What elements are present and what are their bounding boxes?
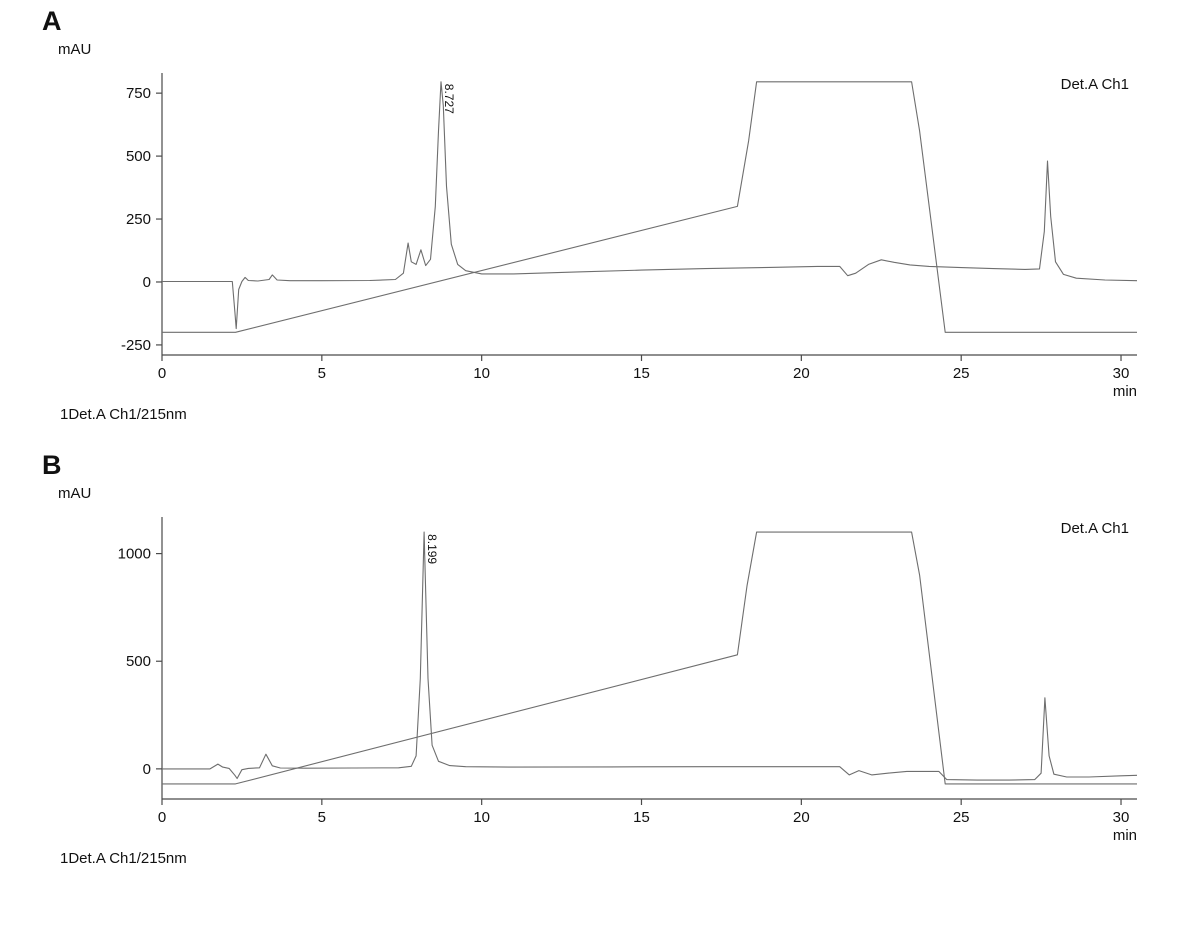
panel-b: B mAU 1000 500 0 0 5 10 15 20 25 30 min 8.199 Det.A … bbox=[42, 450, 1200, 868]
y-tick-label: 750 bbox=[126, 85, 151, 102]
series-gradient-program bbox=[162, 531, 1137, 785]
x-tick-label: 30 bbox=[1113, 365, 1130, 382]
y-tick-label: 250 bbox=[126, 211, 151, 228]
x-tick-label: 15 bbox=[633, 809, 650, 826]
legend-label: Det.A Ch1 bbox=[1061, 520, 1129, 537]
x-tick-label: 20 bbox=[793, 809, 810, 826]
x-tick-label: 5 bbox=[318, 365, 326, 382]
y-tick-label: 0 bbox=[143, 761, 151, 778]
y-tick-label: 1000 bbox=[118, 546, 151, 563]
y-tick-label: 0 bbox=[143, 274, 151, 291]
x-tick-label: 5 bbox=[318, 809, 326, 826]
panel-a: A mAU 750 500 250 0 -250 0 5 10 15 20 25 30 min 8.727… bbox=[42, 6, 1200, 424]
x-tick-label: 25 bbox=[953, 809, 970, 826]
peak-retention-label: 8.727 bbox=[442, 84, 456, 114]
legend-label: Det.A Ch1 bbox=[1061, 76, 1129, 93]
channel-label-b: 1Det.A Ch1/215nm bbox=[60, 850, 187, 867]
panel-b-letter: B bbox=[42, 450, 62, 480]
chromatogram-report: A mAU 750 500 250 0 -250 0 5 10 15 20 25 30 min 8.727… bbox=[42, 6, 1200, 868]
peak-retention-label: 8.199 bbox=[425, 534, 439, 564]
x-axis-unit: min bbox=[1113, 827, 1137, 843]
channel-label-a: 1Det.A Ch1/215nm bbox=[60, 406, 187, 423]
series-detector-signal bbox=[162, 81, 1138, 330]
series-detector-signal bbox=[162, 531, 1138, 781]
x-tick-label: 0 bbox=[158, 809, 166, 826]
y-axis-unit-label-a: mAU bbox=[58, 41, 92, 58]
x-tick-label: 20 bbox=[793, 365, 810, 382]
x-tick-label: 30 bbox=[1113, 809, 1130, 826]
x-axis-unit: min bbox=[1113, 383, 1137, 399]
series-gradient-program bbox=[162, 81, 1137, 333]
x-tick-label: 15 bbox=[633, 365, 650, 382]
y-tick-label: 500 bbox=[126, 653, 151, 670]
x-tick-label: 25 bbox=[953, 365, 970, 382]
x-tick-label: 10 bbox=[473, 365, 490, 382]
panel-a-letter: A bbox=[42, 6, 62, 36]
x-tick-label: 0 bbox=[158, 365, 166, 382]
y-axis-unit-label-b: mAU bbox=[58, 485, 92, 502]
x-tick-label: 10 bbox=[473, 809, 490, 826]
y-tick-label: -250 bbox=[121, 337, 151, 354]
y-tick-label: 500 bbox=[126, 148, 151, 165]
